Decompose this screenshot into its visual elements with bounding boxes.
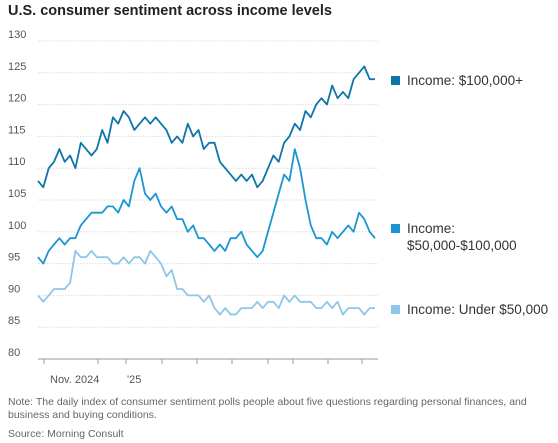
- legend-label-100k-plus: Income: $100,000+: [407, 73, 523, 88]
- x-tick-label: Nov. 2024: [50, 374, 99, 386]
- legend-label-50k-100k: Income: $50,000-$100,000: [407, 221, 517, 253]
- y-tick-label: 80: [8, 347, 20, 359]
- y-tick-label: 120: [8, 93, 26, 105]
- y-tick-label: 130: [8, 29, 26, 41]
- y-tick-label: 110: [8, 156, 26, 168]
- x-axis: Nov. 2024 '25: [43, 359, 363, 386]
- series-line-2: [37, 249, 375, 316]
- chart-source: Source: Morning Consult: [8, 428, 124, 440]
- series-lines: [37, 65, 376, 316]
- y-tick-label: 125: [8, 61, 26, 73]
- legend-swatch-under-50k: [391, 305, 400, 314]
- legend-swatch-50k-100k: [391, 224, 400, 233]
- y-axis-ticks: 80 85 90 95 100 105 110 115 120 125 130: [8, 29, 26, 359]
- grid-lines: [38, 40, 378, 360]
- series-line-0: [37, 65, 375, 189]
- legend-label-under-50k: Income: Under $50,000: [407, 302, 549, 317]
- y-tick-label: 100: [8, 220, 26, 232]
- legend-swatch-100k-plus: [391, 76, 400, 85]
- y-tick-label: 90: [8, 283, 20, 295]
- legend-item-50k-100k: Income: $50,000-$100,000: [391, 220, 532, 254]
- y-tick-label: 95: [8, 252, 20, 264]
- x-tick-label: '25: [127, 374, 141, 386]
- y-tick-label: 105: [8, 188, 26, 200]
- y-tick-label: 85: [8, 315, 20, 327]
- legend-item-under-50k: Income: Under $50,000: [391, 301, 548, 318]
- line-chart: 80 85 90 95 100 105 110 115 120 125 130 Nov. 2024 '…: [8, 29, 378, 386]
- chart-note: Note: The daily index of consumer sentim…: [8, 396, 527, 421]
- chart-title: U.S. consumer sentiment across income le…: [8, 3, 332, 19]
- legend-item-100k-plus: Income: $100,000+: [391, 72, 523, 89]
- y-tick-label: 115: [8, 124, 26, 136]
- series-line-1: [37, 148, 376, 265]
